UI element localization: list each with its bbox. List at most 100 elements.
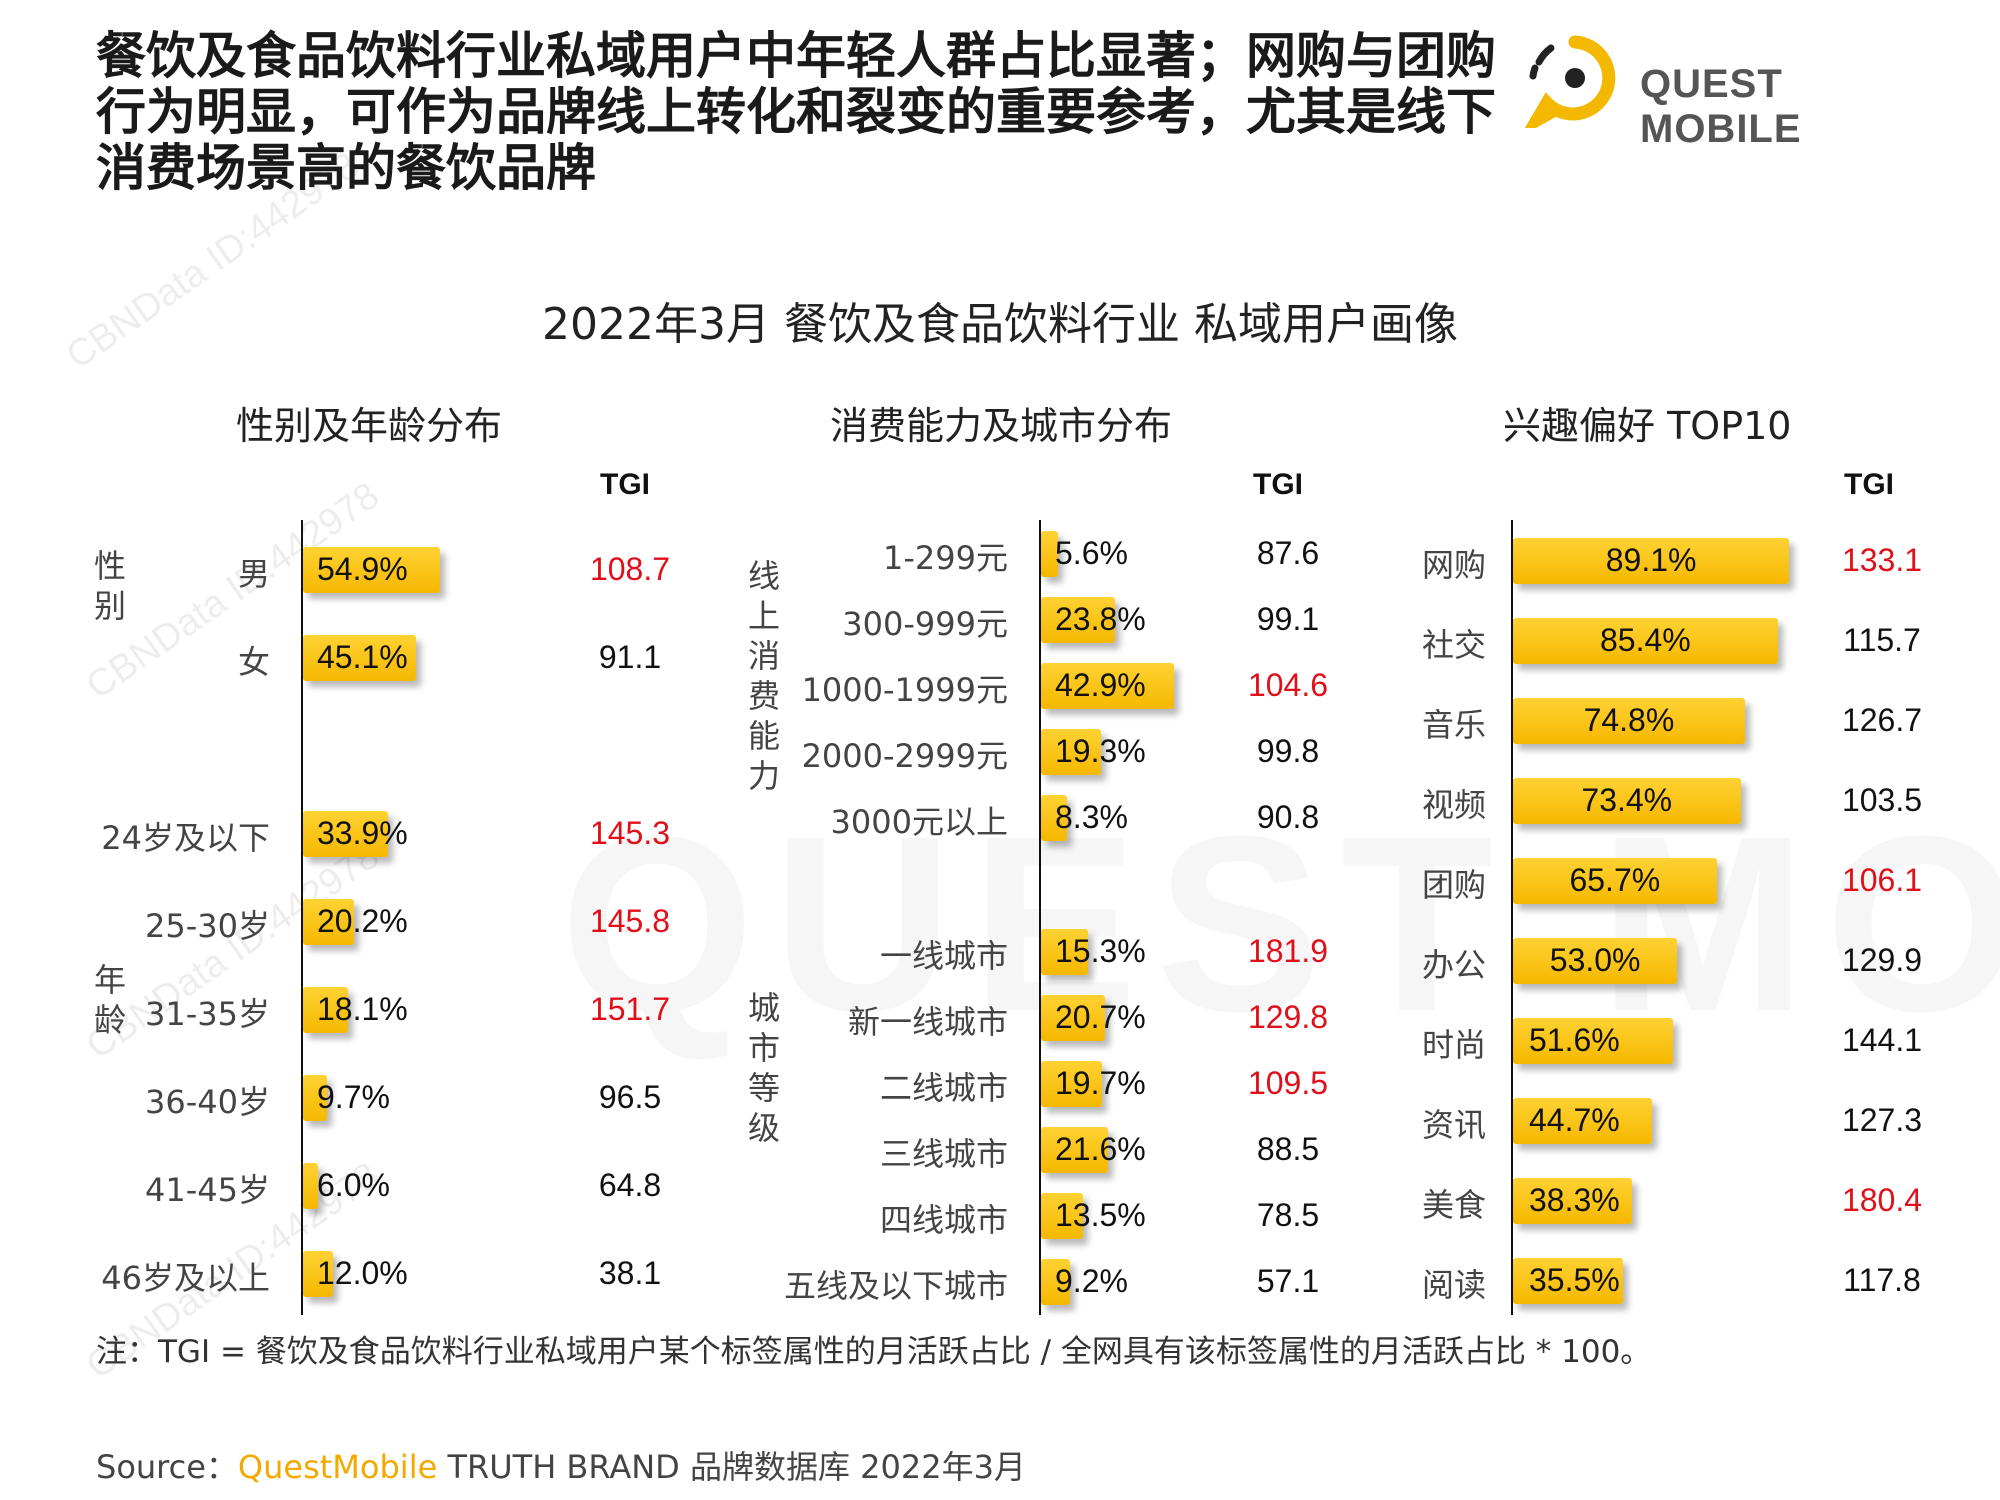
category-label: 36-40岁 bbox=[145, 1083, 270, 1121]
category-label: 男 bbox=[237, 555, 270, 593]
category-label: 女 bbox=[237, 643, 270, 681]
bar bbox=[1513, 618, 1778, 664]
value-label: 8.3% bbox=[1055, 799, 1128, 835]
panel-title: 性别及年龄分布 bbox=[236, 404, 503, 448]
value-label: 45.1% bbox=[317, 639, 408, 675]
y-axis bbox=[1039, 520, 1041, 1315]
bar bbox=[1513, 778, 1741, 824]
group-label-char: 性别 bbox=[93, 547, 126, 625]
bar bbox=[303, 635, 416, 681]
category-label: 五线及以下城市 bbox=[783, 1267, 1008, 1305]
tgi-value: 115.7 bbox=[1843, 622, 1921, 658]
source-prefix: Source： bbox=[96, 1448, 238, 1486]
bar bbox=[1041, 1127, 1108, 1173]
group-label-gender: 性别 bbox=[90, 546, 130, 626]
category-label: 300-999元 bbox=[842, 605, 1008, 643]
category-label: 2000-2999元 bbox=[801, 737, 1008, 775]
bar bbox=[1041, 597, 1115, 643]
bar bbox=[1041, 929, 1089, 975]
value-label: 19.3% bbox=[1055, 733, 1146, 769]
tgi-value: 104.6 bbox=[1247, 667, 1329, 703]
bar bbox=[1513, 858, 1717, 904]
group-label-age: 年龄 bbox=[90, 960, 130, 1040]
bar bbox=[1041, 531, 1059, 577]
category-label: 时尚 bbox=[1421, 1026, 1486, 1064]
tgi-value: 87.6 bbox=[1256, 535, 1320, 571]
tgi-value: 127.3 bbox=[1841, 1102, 1923, 1138]
bar bbox=[1513, 1098, 1652, 1144]
category-label: 网购 bbox=[1421, 546, 1486, 584]
value-label: 44.7% bbox=[1529, 1102, 1620, 1138]
tgi-value: 99.1 bbox=[1256, 601, 1320, 637]
group-label-char: 线上消费能力 bbox=[747, 557, 780, 795]
bar bbox=[303, 811, 388, 857]
group-label-char: 年龄 bbox=[93, 961, 126, 1039]
category-label: 二线城市 bbox=[879, 1069, 1008, 1107]
category-label: 办公 bbox=[1421, 946, 1486, 984]
source-brand: QuestMobile bbox=[237, 1448, 438, 1486]
value-label: 6.0% bbox=[317, 1167, 390, 1203]
bar bbox=[303, 547, 441, 593]
tgi-value: 88.5 bbox=[1256, 1131, 1320, 1167]
category-label: 3000元以上 bbox=[830, 803, 1008, 841]
bar bbox=[1513, 698, 1745, 744]
tgi-value: 57.1 bbox=[1256, 1263, 1320, 1299]
headline-line: 行为明显，可作为品牌线上转化和裂变的重要参考，尤其是线下 bbox=[96, 83, 1496, 141]
bar bbox=[1513, 1258, 1624, 1304]
tgi-value: 38.1 bbox=[598, 1255, 662, 1291]
value-label: 54.9% bbox=[317, 551, 408, 587]
category-label: 41-45岁 bbox=[145, 1171, 270, 1209]
value-label: 53.0% bbox=[1549, 942, 1641, 978]
bar bbox=[1513, 1018, 1673, 1064]
value-label: 51.6% bbox=[1529, 1022, 1620, 1058]
group-label-char: 城市等级 bbox=[747, 989, 780, 1147]
tgi-value: 145.8 bbox=[589, 903, 671, 939]
value-label: 9.2% bbox=[1055, 1263, 1128, 1299]
category-label: 三线城市 bbox=[879, 1135, 1008, 1173]
bar bbox=[1041, 663, 1174, 709]
category-label: 四线城市 bbox=[879, 1201, 1008, 1239]
category-label: 25-30岁 bbox=[145, 907, 270, 945]
tgi-value: 96.5 bbox=[598, 1079, 662, 1115]
bar bbox=[1041, 729, 1101, 775]
category-label: 1000-1999元 bbox=[801, 671, 1008, 709]
value-label: 33.9% bbox=[317, 815, 408, 851]
category-label: 音乐 bbox=[1421, 706, 1486, 744]
footnote: 注：TGI = 餐饮及食品饮料行业私域用户某个标签属性的月活跃占比 / 全网具有… bbox=[96, 1334, 1652, 1370]
tgi-value: 133.1 bbox=[1841, 542, 1923, 578]
category-label: 24岁及以下 bbox=[101, 819, 270, 857]
logo-text: QUEST MOBILE bbox=[1640, 62, 1802, 151]
tgi-value: 144.1 bbox=[1841, 1022, 1923, 1058]
value-label: 85.4% bbox=[1599, 622, 1691, 658]
value-label: 65.7% bbox=[1569, 862, 1661, 898]
headline-line: 餐饮及食品饮料行业私域用户中年轻人群占比显著；网购与团购 bbox=[96, 27, 1496, 85]
source-rest: TRUTH BRAND 品牌数据库 2022年3月 bbox=[437, 1448, 1026, 1486]
bar bbox=[1041, 795, 1067, 841]
tgi-value: 109.5 bbox=[1247, 1065, 1329, 1101]
tgi-header: TGI bbox=[1844, 468, 1894, 501]
value-label: 21.6% bbox=[1055, 1131, 1146, 1167]
category-label: 社交 bbox=[1421, 626, 1486, 664]
bar bbox=[1041, 995, 1106, 1041]
value-label: 35.5% bbox=[1529, 1262, 1620, 1298]
tgi-value: 91.1 bbox=[598, 639, 662, 675]
bar bbox=[1513, 1178, 1632, 1224]
value-label: 12.0% bbox=[317, 1255, 408, 1291]
value-label: 20.2% bbox=[317, 903, 408, 939]
category-label: 一线城市 bbox=[879, 937, 1008, 975]
tgi-value: 129.8 bbox=[1247, 999, 1329, 1035]
tgi-value: 103.5 bbox=[1841, 782, 1923, 818]
headline-line: 消费场景高的餐饮品牌 bbox=[96, 139, 596, 197]
value-label: 42.9% bbox=[1055, 667, 1146, 703]
bar bbox=[1041, 1259, 1070, 1305]
tgi-value: 126.7 bbox=[1841, 702, 1923, 738]
bar bbox=[1513, 538, 1790, 584]
value-label: 38.3% bbox=[1529, 1182, 1620, 1218]
bar bbox=[303, 1163, 318, 1209]
category-label: 31-35岁 bbox=[145, 995, 270, 1033]
bar bbox=[1513, 938, 1678, 984]
tgi-header: TGI bbox=[1253, 468, 1303, 501]
logo-mark-icon bbox=[1519, 35, 1616, 138]
y-axis bbox=[301, 520, 303, 1315]
bar bbox=[303, 899, 354, 945]
